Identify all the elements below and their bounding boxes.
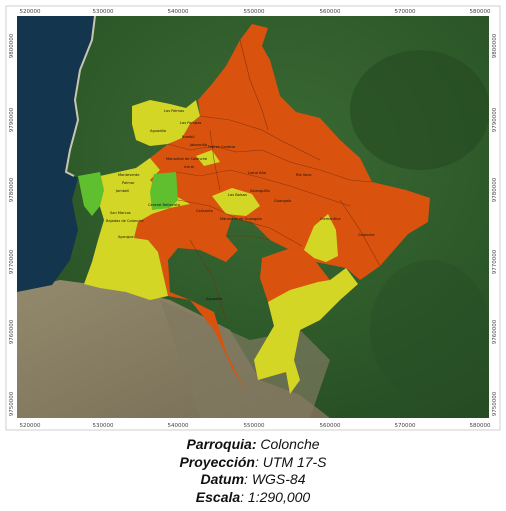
- x-tick-label: 570000: [395, 423, 416, 429]
- escala-value: : 1:290,000: [240, 488, 311, 505]
- y-tick-label: 9790000: [9, 107, 15, 132]
- place-label: Las Balsas: [228, 193, 247, 197]
- place-label: Manantial de Guangala: [220, 217, 262, 221]
- datum-label: Datum: [200, 471, 245, 487]
- map-caption: Parroquia: Colonche Proyección: UTM 17-S…: [0, 436, 506, 506]
- datum-line: Datum: WGS-84: [0, 471, 506, 489]
- y-ticks-right: 9800000 9790000 9780000 9770000 9760000 …: [492, 33, 498, 416]
- place-label: Las Palmas: [164, 109, 184, 113]
- zone-low-coast: [78, 172, 104, 216]
- place-label: Palmar: [122, 181, 135, 185]
- x-tick-label: 580000: [470, 423, 491, 429]
- proyeccion-label: Proyección: [179, 453, 255, 470]
- place-label: Clementina: [320, 217, 341, 221]
- datum-value: : WGS-84: [244, 471, 306, 487]
- place-label: Bambil: [182, 135, 194, 139]
- zone-medium-north: [132, 100, 200, 146]
- y-tick-label: 9800000: [492, 33, 498, 58]
- place-label: Monteverde: [118, 173, 140, 177]
- map-svg: 520000 530000 540000 550000 560000 57000…: [5, 5, 501, 431]
- y-tick-label: 9770000: [492, 249, 498, 274]
- zone-low-central: [150, 172, 178, 210]
- place-label: Jambelí: [115, 189, 130, 193]
- zone-medium-east: [304, 214, 338, 262]
- y-tick-label: 9800000: [9, 33, 15, 58]
- y-tick-label: 9780000: [9, 177, 15, 202]
- place-label: Guangala: [274, 199, 291, 203]
- x-tick-label: 580000: [470, 9, 491, 15]
- x-ticks-bottom: 520000 530000 540000 550000 560000 57000…: [20, 423, 491, 429]
- x-tick-label: 550000: [244, 423, 265, 429]
- place-labels: Las Palmas Las Pampas Aguadita Bambil Ja…: [106, 109, 375, 301]
- place-label: Cerezal Bellavista: [148, 203, 180, 207]
- x-tick-label: 540000: [168, 423, 189, 429]
- y-ticks-left: 9800000 9790000 9780000 9770000 9760000 …: [9, 33, 15, 416]
- place-label: Aguadita: [150, 129, 166, 133]
- place-label: Jaboncillo: [189, 143, 207, 147]
- place-label: Ayangue: [118, 235, 134, 239]
- y-tick-label: 9750000: [492, 391, 498, 416]
- place-label: Colonche: [358, 233, 375, 237]
- x-tick-label: 540000: [168, 9, 189, 15]
- satellite-basemap: [17, 16, 489, 418]
- zone-high-risk: [134, 24, 430, 394]
- place-label: Río Seco: [296, 173, 312, 177]
- x-tick-label: 530000: [93, 423, 114, 429]
- y-tick-label: 9760000: [9, 319, 15, 344]
- y-tick-label: 9770000: [9, 249, 15, 274]
- x-tick-label: 530000: [93, 9, 114, 15]
- proyeccion-line: Proyección: UTM 17-S: [0, 454, 506, 472]
- place-label: Febres Cordero: [208, 145, 235, 149]
- x-tick-label: 570000: [395, 9, 416, 15]
- place-label: Salanguillo: [250, 189, 270, 193]
- parroquia-line: Parroquia: Colonche: [0, 436, 506, 454]
- place-label: Bajadas de Colonche: [106, 219, 144, 223]
- y-tick-label: 9750000: [9, 391, 15, 416]
- y-tick-label: 9790000: [492, 107, 498, 132]
- place-label: San Marcos: [110, 211, 131, 215]
- proyeccion-value: : UTM 17-S: [254, 453, 327, 470]
- place-label: Loma Alta: [248, 171, 266, 175]
- x-tick-label: 520000: [20, 423, 41, 429]
- map-frame: 520000 530000 540000 550000 560000 57000…: [5, 5, 501, 431]
- escala-line: Escala: 1:290,000: [0, 489, 506, 507]
- x-tick-label: 520000: [20, 9, 41, 15]
- place-label: Calicanto: [196, 209, 213, 213]
- place-label: Aguadita: [206, 297, 222, 301]
- x-ticks-top: 520000 530000 540000 550000 560000 57000…: [20, 9, 491, 15]
- zone-medium-southeast: [254, 268, 358, 394]
- parroquia-value: Colonche: [260, 436, 320, 452]
- sea-area: [17, 16, 95, 292]
- y-tick-label: 9780000: [492, 177, 498, 202]
- x-tick-label: 560000: [320, 9, 341, 15]
- escala-label: Escala: [195, 488, 241, 505]
- x-tick-label: 550000: [244, 9, 265, 15]
- place-label: Las Pampas: [180, 121, 201, 125]
- place-label: Manantial de Colonche: [166, 157, 208, 161]
- parroquia-label: Parroquia:: [186, 436, 257, 452]
- place-label: Iceral: [184, 165, 194, 169]
- x-tick-label: 560000: [320, 423, 341, 429]
- y-tick-label: 9760000: [492, 319, 498, 344]
